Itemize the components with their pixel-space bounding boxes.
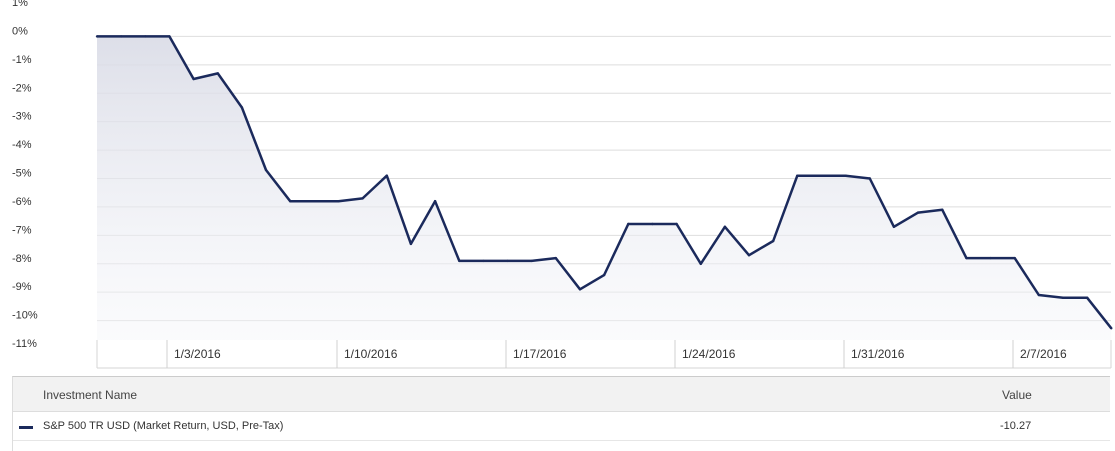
y-tick-label: -7% [12,224,32,236]
y-tick-label: -4% [12,139,32,151]
x-tick-label: 1/24/2016 [682,347,736,361]
legend-table: Investment Name Value S&P 500 TR USD (Ma… [12,376,1110,451]
legend-header: Investment Name Value [13,377,1110,412]
series-area-fill [97,36,1112,341]
x-axis: 1/3/2016 1/10/2016 1/17/2016 1/24/2016 1/31/… [96,340,1112,369]
series-swatch [19,426,33,429]
value-header: Value [1002,388,1032,402]
x-tick-label: 2/7/2016 [1020,347,1067,361]
y-tick-label: -10% [12,310,38,322]
legend-row: S&P 500 TR USD (Market Return, USD, Pre-… [13,412,1110,441]
investment-name-header: Investment Name [43,388,138,402]
x-tick-label: 1/31/2016 [851,347,905,361]
series-line [97,35,1113,330]
x-axis-band [97,340,1111,368]
legend-series-name: S&P 500 TR USD (Market Return, USD, Pre-… [43,420,284,432]
y-tick-label: -6% [12,196,32,208]
y-tick-label: -3% [12,111,32,123]
y-axis-labels: 1% 0% -1% -2% -3% -4% -5% -6% -7% -8% -9% -10% -11% [12,0,38,350]
y-tick-label: -11% [12,338,37,350]
y-tick-label: -5% [12,168,32,180]
y-tick-label: -1% [12,54,32,66]
x-tick-label: 1/3/2016 [174,347,221,361]
y-tick-label: -8% [12,253,32,265]
y-tick-label: 1% [12,0,28,9]
x-tick-label: 1/10/2016 [344,347,398,361]
y-tick-label: 0% [12,25,28,37]
legend-series-value: -10.27 [1000,420,1032,432]
y-tick-label: -2% [12,82,32,94]
y-tick-label: -9% [12,281,32,293]
x-tick-label: 1/17/2016 [513,347,567,361]
performance-chart: 1%0%-1%-2%-3%-4%-5%-6%-7%-8%-9%-10%-11% … [12,0,1113,369]
